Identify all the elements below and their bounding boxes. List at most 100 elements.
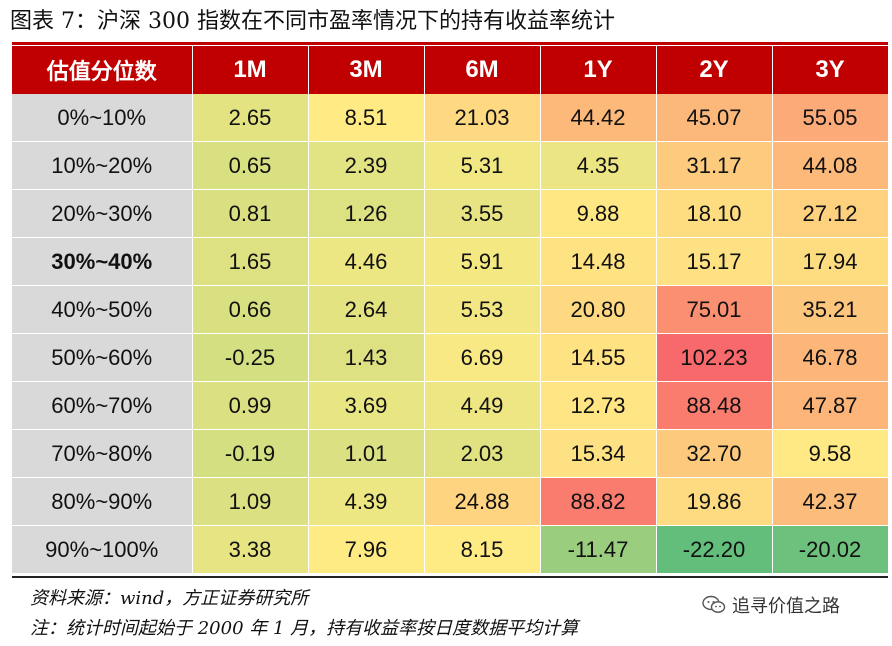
row-label: 80%~90%	[12, 477, 193, 526]
heatmap-cell: 1.09	[192, 477, 309, 526]
heatmap-cell: 21.03	[424, 94, 541, 142]
cell-value: 2.03	[460, 440, 504, 466]
cell-value: 8.15	[460, 536, 504, 562]
heatmap-cell: 27.12	[772, 189, 889, 238]
heatmap-cell: 3.69	[308, 381, 425, 430]
table-row: 70%~80% -0.19 1.01 2.03 15.34 32.70 9.58	[12, 429, 889, 478]
heatmap-cell: 0.66	[192, 285, 309, 334]
cell-value: 9.58	[808, 440, 852, 466]
cell-value: 1.65	[228, 248, 272, 274]
heatmap-cell: 1.43	[308, 333, 425, 382]
heatmap-cell: 1.01	[308, 429, 425, 478]
cell-value: 2.64	[344, 296, 388, 322]
heatmap-cell: 75.01	[656, 285, 773, 334]
heatmap-cell: 8.51	[308, 94, 425, 142]
cell-value: 88.48	[686, 392, 742, 418]
wechat-icon	[702, 595, 726, 613]
row-label: 40%~50%	[12, 285, 193, 334]
cell-value: 47.87	[802, 392, 858, 418]
table-row: 10%~20% 0.65 2.39 5.31 4.35 31.17 44.08	[12, 141, 889, 190]
heatmap-cell: 32.70	[656, 429, 773, 478]
heatmap-cell: -0.25	[192, 333, 309, 382]
heatmap-cell: 14.48	[540, 237, 657, 286]
cell-value: 44.08	[802, 152, 858, 178]
cell-value: 3.38	[228, 536, 272, 562]
cell-value: 31.17	[686, 152, 742, 178]
heatmap-cell: 4.49	[424, 381, 541, 430]
heatmap-cell: 2.65	[192, 94, 309, 142]
heatmap-cell: 35.21	[772, 285, 889, 334]
cell-value: 75.01	[686, 296, 742, 322]
heatmap-cell: 19.86	[656, 477, 773, 526]
table-row: 0%~10% 2.65 8.51 21.03 44.42 45.07 55.05	[12, 94, 889, 142]
cell-value: 1.01	[344, 440, 388, 466]
cell-value: 24.88	[454, 488, 510, 514]
cell-value: 4.46	[344, 248, 388, 274]
heatmap-cell: 17.94	[772, 237, 889, 286]
cell-value: 15.17	[686, 248, 742, 274]
cell-value: 27.12	[802, 200, 858, 226]
cell-value: 5.91	[460, 248, 504, 274]
row-label: 20%~30%	[12, 189, 193, 238]
cell-value: 9.88	[576, 200, 620, 226]
heatmap-cell: 3.38	[192, 525, 309, 574]
table-row: 50%~60% -0.25 1.43 6.69 14.55 102.23 46.78	[12, 333, 889, 382]
row-label: 90%~100%	[12, 525, 193, 574]
table-row: 60%~70% 0.99 3.69 4.49 12.73 88.48 47.87	[12, 381, 889, 430]
heatmap-cell: 20.80	[540, 285, 657, 334]
row-label: 10%~20%	[12, 141, 193, 190]
cell-value: 14.55	[570, 344, 626, 370]
column-header: 3Y	[772, 46, 889, 94]
heatmap-cell: 1.65	[192, 237, 309, 286]
heatmap-cell: 4.35	[540, 141, 657, 190]
cell-value: 0.65	[228, 152, 272, 178]
header-row: 估值分位数 1M 3M 6M 1Y 2Y 3Y	[12, 46, 889, 94]
heatmap-cell: 24.88	[424, 477, 541, 526]
cell-value: 35.21	[802, 296, 858, 322]
cell-value: -22.20	[682, 536, 746, 562]
table-row: 80%~90% 1.09 4.39 24.88 88.82 19.86 42.37	[12, 477, 889, 526]
heatmap-cell: 0.99	[192, 381, 309, 430]
cell-value: 0.99	[228, 392, 272, 418]
cell-value: 1.26	[344, 200, 388, 226]
table-body: 0%~10% 2.65 8.51 21.03 44.42 45.07 55.05 10%~20…	[12, 94, 889, 574]
cell-value: 4.49	[460, 392, 504, 418]
footnote: 注：统计时间起始于 2000 年 1 月，持有收益率按日度数据平均计算	[30, 618, 579, 639]
cell-value: 20.80	[570, 296, 626, 322]
cell-value: 6.69	[460, 344, 504, 370]
cell-value: -0.19	[224, 440, 276, 466]
table-row: 20%~30% 0.81 1.26 3.55 9.88 18.10 27.12	[12, 189, 889, 238]
cell-value: 102.23	[680, 344, 748, 370]
row-label: 70%~80%	[12, 429, 193, 478]
top-rule	[12, 42, 888, 45]
heatmap-cell: 4.39	[308, 477, 425, 526]
cell-value: 0.66	[228, 296, 272, 322]
cell-value: 55.05	[802, 104, 858, 130]
table-row: 30%~40% 1.65 4.46 5.91 14.48 15.17 17.94	[12, 237, 889, 286]
row-label: 0%~10%	[12, 94, 193, 142]
heatmap-cell: 44.08	[772, 141, 889, 190]
heatmap-cell: 2.39	[308, 141, 425, 190]
cell-value: 3.55	[460, 200, 504, 226]
heatmap-cell: -0.19	[192, 429, 309, 478]
heatmap-cell: 8.15	[424, 525, 541, 574]
cell-value: -11.47	[567, 536, 629, 562]
row-label: 30%~40%	[12, 237, 193, 286]
cell-value: 45.07	[686, 104, 742, 130]
chart-title: 图表 7：沪深 300 指数在不同市盈率情况下的持有收益率统计	[10, 9, 615, 34]
cell-value: 42.37	[802, 488, 858, 514]
column-header: 1Y	[540, 46, 657, 94]
cell-value: 15.34	[570, 440, 626, 466]
heatmap-cell: 45.07	[656, 94, 773, 142]
cell-value: 2.65	[228, 104, 272, 130]
heatmap-cell: 0.65	[192, 141, 309, 190]
heatmap-cell: 44.42	[540, 94, 657, 142]
cell-value: 14.48	[570, 248, 626, 274]
cell-value: 18.10	[686, 200, 742, 226]
cell-value: 44.42	[570, 104, 626, 130]
column-header: 3M	[308, 46, 425, 94]
cell-value: 0.81	[228, 200, 272, 226]
heatmap-cell: 47.87	[772, 381, 889, 430]
cell-value: 1.09	[228, 488, 272, 514]
heatmap-cell: 2.64	[308, 285, 425, 334]
